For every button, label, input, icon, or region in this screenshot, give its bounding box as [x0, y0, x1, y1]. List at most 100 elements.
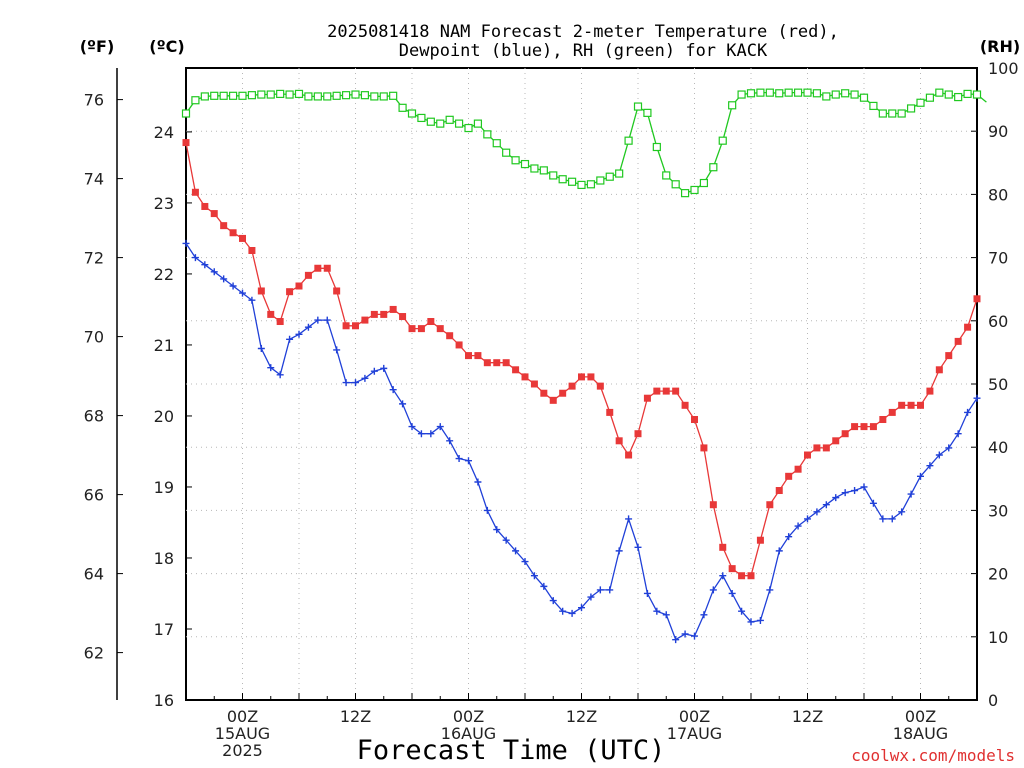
- dewpoint-series-line: [185, 243, 978, 641]
- temperature-point: [917, 401, 924, 409]
- rh-point: [520, 159, 530, 169]
- rh-point: [285, 90, 294, 99]
- rh-point: [276, 89, 285, 99]
- dewpoint-point: [304, 323, 312, 331]
- dewpoint-point: [945, 444, 953, 452]
- grid-lines: [186, 68, 977, 700]
- rh-point: [605, 172, 614, 181]
- dewpoint-point: [389, 386, 397, 394]
- rh-point: [257, 90, 266, 99]
- temperature-point: [483, 359, 491, 367]
- dewpoint-point: [446, 437, 454, 445]
- dewpoint-point: [954, 430, 962, 438]
- temperature-point: [945, 352, 953, 360]
- fahrenheit-tick-label: 70: [84, 328, 104, 347]
- temperature-point: [851, 423, 859, 431]
- dewpoint-point: [794, 522, 802, 530]
- dewpoint-point: [841, 489, 849, 497]
- dewpoint-point: [493, 526, 501, 534]
- dewpoint-point: [540, 582, 548, 590]
- rh-point: [756, 88, 765, 97]
- dewpoint-point: [568, 609, 576, 617]
- dewpoint-point: [465, 457, 472, 465]
- temperature-point: [926, 387, 934, 395]
- rh-point: [549, 171, 558, 180]
- dewpoint-point: [596, 586, 604, 594]
- temperature-point: [578, 373, 585, 381]
- temperature-point: [493, 359, 501, 367]
- temperature-point: [935, 366, 943, 374]
- dewpoint-point: [286, 335, 294, 343]
- dewpoint-point: [352, 379, 359, 387]
- rh-point: [294, 89, 304, 99]
- dewpoint-point: [653, 607, 661, 615]
- fahrenheit-tick-label: 68: [84, 407, 104, 426]
- x-tick-label: 18AUG: [893, 724, 948, 743]
- temperature-point: [681, 401, 689, 409]
- rh-point: [436, 119, 445, 128]
- rh-point: [530, 164, 539, 173]
- dewpoint-point: [785, 533, 793, 541]
- axis-tick-labels: 62 64 66 68 70 72 74 76 16 17 18 19 20 21 22 23 24 0 10 20 3…: [84, 59, 1019, 760]
- temperature-point: [813, 444, 821, 452]
- dewpoint-point: [333, 346, 341, 354]
- temperature-point: [220, 222, 228, 230]
- temperature-point: [210, 210, 218, 218]
- dewpoint-point: [201, 261, 209, 269]
- x-tick-label: 12Z: [340, 707, 371, 726]
- celsius-tick-label: 19: [154, 478, 174, 497]
- rh-point: [379, 92, 388, 101]
- dewpoint-point: [248, 296, 256, 304]
- dewpoint-point: [323, 316, 331, 324]
- temperature-point: [248, 246, 256, 254]
- rh-point: [567, 177, 577, 186]
- dewpoint-point: [408, 423, 416, 431]
- rh-point: [906, 104, 916, 113]
- dewpoint-point: [314, 316, 322, 324]
- dewpoint-point: [756, 616, 764, 624]
- dewpoint-point: [813, 508, 821, 516]
- temperature-point: [417, 325, 425, 333]
- dewpoint-point: [474, 478, 482, 486]
- rh-point: [351, 90, 360, 99]
- celsius-tick-label: 23: [154, 194, 174, 213]
- temperature-point: [530, 380, 538, 388]
- rh-point: [313, 92, 322, 101]
- x-tick-label: 2025: [222, 741, 263, 760]
- dewpoint-point: [295, 330, 303, 338]
- rh-point: [859, 93, 869, 102]
- temperature-point: [352, 322, 359, 330]
- dewpoint-point: [926, 462, 934, 470]
- temperature-point: [361, 316, 369, 324]
- rh-point: [652, 142, 661, 152]
- dewpoint-point: [907, 490, 915, 498]
- dewpoint-point: [888, 515, 896, 523]
- temperature-point: [785, 472, 793, 480]
- rh-point: [728, 101, 737, 110]
- fahrenheit-tick-label: 62: [84, 644, 104, 663]
- temperature-point: [257, 287, 265, 295]
- dewpoint-point: [719, 572, 727, 580]
- dewpoint-point: [342, 379, 350, 387]
- rh-point: [643, 108, 652, 117]
- rh-tick-label: 30: [988, 501, 1008, 520]
- x-axis-title: Forecast Time (UTC): [357, 735, 666, 766]
- dewpoint-point: [691, 632, 698, 640]
- rh-tick-label: 40: [988, 438, 1008, 457]
- temperature-point: [756, 536, 764, 544]
- dewpoint-point: [766, 586, 774, 594]
- rh-point: [323, 92, 332, 101]
- temperature-point: [389, 305, 397, 313]
- dewpoint-point: [417, 430, 425, 438]
- temperature-point: [653, 387, 661, 395]
- rh-point: [483, 130, 492, 139]
- rh-point: [558, 175, 567, 184]
- rh-point: [737, 90, 746, 99]
- x-tick-label: 17AUG: [667, 724, 722, 743]
- temperature-point: [314, 264, 322, 272]
- temperature-point: [342, 322, 350, 330]
- temperature-point: [766, 501, 774, 509]
- x-tick-label: 16AUG: [441, 724, 496, 743]
- fahrenheit-tick-label: 76: [84, 91, 104, 110]
- rh-point: [709, 163, 718, 172]
